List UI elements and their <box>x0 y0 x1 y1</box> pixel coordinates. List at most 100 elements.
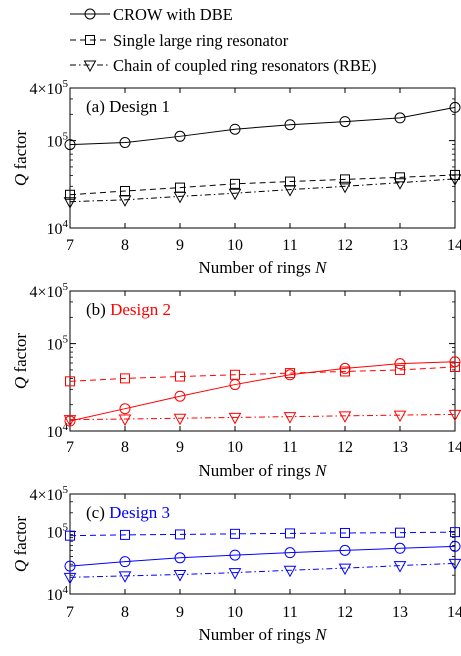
panel-design-name: Design 2 <box>110 300 171 319</box>
data-point <box>393 178 407 190</box>
legend-marker-triangle-down <box>83 60 97 73</box>
x-tick-label: 11 <box>282 237 297 254</box>
panel-title: (b) Design 2 <box>86 300 171 319</box>
data-point <box>228 568 242 580</box>
data-point <box>395 527 405 538</box>
y-tick-mantissa: 4×10 <box>29 284 62 301</box>
x-tick-label: 10 <box>227 237 243 254</box>
x-axis-title: Number of rings N <box>199 258 329 277</box>
data-point <box>450 361 460 372</box>
data-point <box>284 119 296 131</box>
legend-entry: Chain of coupled ring resonators (RBE) <box>70 56 376 75</box>
data-point <box>120 529 130 540</box>
data-point <box>394 358 406 370</box>
legend-label: Chain of coupled ring resonators (RBE) <box>113 56 376 75</box>
data-point <box>119 556 131 568</box>
panel-letter: (b) <box>86 300 110 319</box>
y-tick-label: 4×105 <box>29 281 68 301</box>
data-point <box>174 552 186 564</box>
y-axis-variable: Q <box>11 174 30 186</box>
panel-title: (a) Design 1 <box>86 97 170 116</box>
x-tick-label: 12 <box>337 439 353 456</box>
y-tick-label: 105 <box>47 131 69 151</box>
y-axis-variable: Q <box>11 377 30 389</box>
series-0 <box>64 356 461 427</box>
x-axis-variable: N <box>314 461 328 480</box>
y-axis-title: Q factor <box>11 130 30 187</box>
y-tick-mantissa: 4×10 <box>29 81 62 98</box>
data-point <box>285 528 295 539</box>
y-tick-exponent: 4 <box>63 584 69 596</box>
legend-label: Single large ring resonator <box>113 31 289 50</box>
data-point <box>118 195 132 207</box>
series-0 <box>64 101 461 151</box>
series-line <box>69 545 456 567</box>
panel-design-name: Design 3 <box>109 503 170 522</box>
data-point <box>283 185 297 197</box>
y-tick-exponent: 5 <box>63 78 69 90</box>
x-tick-label: 12 <box>337 237 353 254</box>
data-point <box>174 130 186 142</box>
series-2 <box>63 558 461 585</box>
x-tick-label: 13 <box>392 604 408 621</box>
x-tick-label: 11 <box>282 604 297 621</box>
data-point <box>395 364 405 375</box>
x-tick-label: 11 <box>282 439 297 456</box>
x-axis-title: Number of rings N <box>199 461 329 480</box>
panel-title: (c) Design 3 <box>86 503 170 522</box>
y-tick-exponent: 5 <box>63 281 69 293</box>
x-tick-label: 9 <box>176 237 184 254</box>
x-tick-label: 14 <box>447 439 461 456</box>
data-point <box>228 188 242 201</box>
data-point <box>173 191 187 204</box>
y-tick-label: 4×105 <box>29 78 68 98</box>
data-point <box>339 544 351 556</box>
data-point <box>118 571 132 583</box>
y-tick-label: 4×105 <box>29 484 68 504</box>
series-2 <box>63 174 461 209</box>
legend: CROW with DBE Single large ring resonator… <box>70 5 376 75</box>
x-axis-label: Number of rings <box>199 258 316 277</box>
data-point <box>394 542 406 554</box>
x-axis-label: Number of rings <box>199 625 316 644</box>
data-point <box>175 371 185 382</box>
data-point <box>228 412 242 425</box>
data-point <box>120 373 130 384</box>
y-axis-title: Q factor <box>11 516 30 573</box>
data-point <box>393 561 407 573</box>
data-point <box>119 137 131 149</box>
data-point <box>448 409 461 422</box>
series-line <box>69 562 456 578</box>
x-tick-label: 14 <box>447 604 461 621</box>
x-tick-label: 12 <box>337 604 353 621</box>
data-point <box>340 174 350 185</box>
x-tick-label: 7 <box>66 439 74 456</box>
y-tick-exponent: 5 <box>63 484 69 496</box>
data-point <box>339 116 351 128</box>
data-point <box>65 189 75 200</box>
series-line <box>69 366 456 382</box>
data-point <box>65 530 75 541</box>
data-point <box>283 412 297 424</box>
data-point <box>175 529 185 540</box>
data-point <box>394 112 406 124</box>
data-point <box>449 356 461 368</box>
y-tick-exponent: 4 <box>63 218 69 230</box>
x-tick-label: 10 <box>227 604 243 621</box>
series-0 <box>64 540 461 572</box>
data-point <box>448 174 461 186</box>
panel-letter: (a) <box>86 97 109 116</box>
x-axis-variable: N <box>314 258 328 277</box>
data-point <box>63 415 77 427</box>
data-point <box>283 565 297 578</box>
x-tick-label: 7 <box>66 237 74 254</box>
y-axis-label: factor <box>11 333 30 377</box>
series-1 <box>65 169 460 200</box>
data-point <box>338 411 352 423</box>
y-tick-label: 104 <box>47 584 69 604</box>
y-tick-label: 104 <box>47 421 69 441</box>
x-tick-label: 9 <box>176 439 184 456</box>
x-tick-label: 14 <box>447 237 461 254</box>
